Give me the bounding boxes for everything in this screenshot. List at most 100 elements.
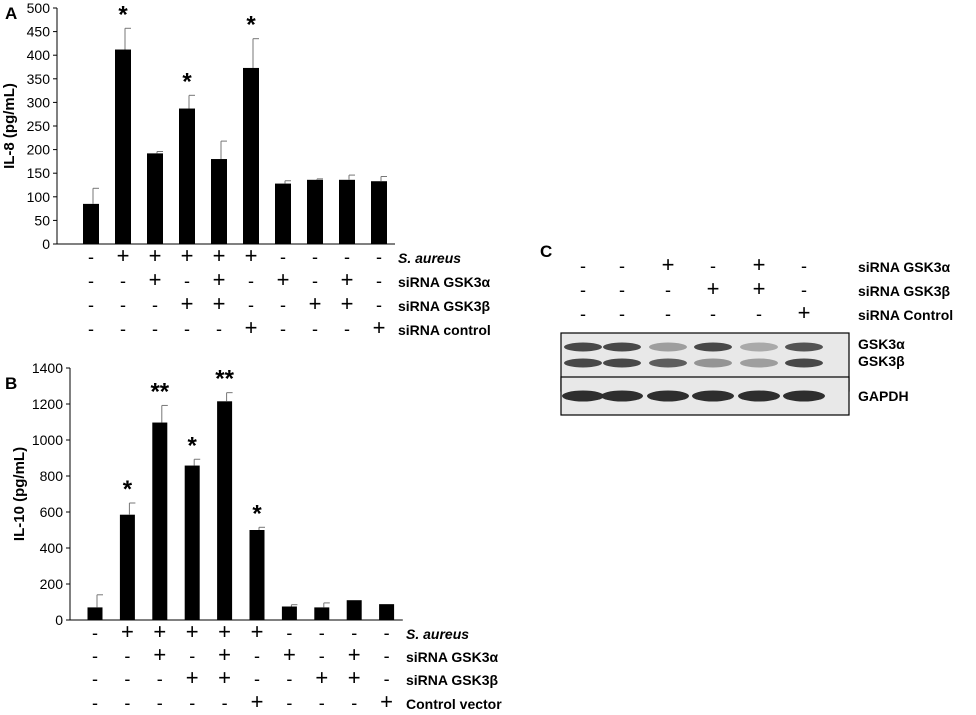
bar	[115, 49, 131, 245]
condition-mark: -	[665, 280, 671, 300]
panel-c-western-blot: C- - + - + - siRNA GSK3α- - - + + - siRNA GSK3β- - - - -…	[540, 242, 953, 416]
blot-band	[603, 358, 641, 368]
condition-mark: -	[280, 319, 286, 339]
significance-mark: **	[215, 366, 234, 393]
blot-band	[601, 390, 643, 402]
condition-mark: -	[222, 693, 228, 713]
condition-mark: +	[186, 665, 199, 690]
y-tick-label: 500	[27, 0, 51, 16]
condition-mark: -	[801, 280, 807, 300]
condition-mark: +	[798, 300, 811, 325]
bar	[179, 108, 195, 244]
condition-mark: -	[124, 669, 130, 689]
condition-mark: +	[753, 276, 766, 301]
condition-mark: +	[117, 243, 130, 268]
condition-mark: -	[189, 693, 195, 713]
panel-letter-b: B	[5, 374, 17, 393]
condition-mark: +	[283, 642, 296, 667]
condition-mark: +	[218, 642, 231, 667]
bar	[243, 67, 259, 244]
bar	[379, 604, 395, 620]
condition-mark: +	[213, 291, 226, 316]
condition-label: siRNA GSK3β	[406, 672, 499, 688]
blot-label: GSK3α	[858, 336, 905, 352]
blot-band	[740, 342, 778, 352]
condition-mark: -	[88, 271, 94, 291]
condition-label: siRNA GSK3β	[398, 298, 491, 314]
significance-mark: *	[118, 1, 128, 28]
condition-mark: -	[254, 669, 260, 689]
condition-label: siRNA GSK3α	[398, 274, 491, 290]
y-tick-label: 800	[40, 468, 64, 484]
condition-mark: -	[120, 295, 126, 315]
condition-mark: -	[319, 693, 325, 713]
condition-mark: -	[124, 646, 130, 666]
condition-mark: -	[216, 319, 222, 339]
condition-mark: -	[384, 669, 390, 689]
condition-mark: -	[580, 280, 586, 300]
condition-mark: -	[92, 693, 98, 713]
significance-mark: *	[246, 12, 256, 39]
condition-mark: -	[351, 693, 357, 713]
bar	[339, 179, 355, 244]
condition-mark: +	[251, 689, 264, 714]
bar	[371, 181, 387, 244]
condition-mark: -	[384, 623, 390, 643]
condition-mark: -	[248, 295, 254, 315]
y-tick-label: 400	[27, 47, 51, 63]
condition-mark: +	[373, 315, 386, 340]
condition-mark: +	[707, 276, 720, 301]
condition-mark: +	[277, 267, 290, 292]
condition-mark: +	[348, 665, 361, 690]
bar	[184, 465, 200, 620]
condition-mark: -	[88, 247, 94, 267]
condition-mark: -	[801, 256, 807, 276]
blot-label: GAPDH	[858, 388, 909, 404]
condition-label: siRNA GSK3α	[858, 259, 951, 275]
blot-label: GSK3β	[858, 353, 905, 369]
blot-band	[562, 390, 604, 402]
condition-mark: -	[384, 646, 390, 666]
condition-mark: -	[344, 247, 350, 267]
condition-mark: -	[120, 271, 126, 291]
y-tick-label: 100	[27, 189, 51, 205]
y-tick-label: 600	[40, 504, 64, 520]
blot-band	[692, 390, 734, 402]
y-tick-label: 0	[42, 236, 50, 252]
significance-mark: *	[182, 68, 192, 95]
y-tick-label: 450	[27, 24, 51, 40]
blot-band	[694, 342, 732, 352]
condition-mark: +	[218, 619, 231, 644]
y-tick-label: 50	[34, 212, 50, 228]
significance-mark: *	[252, 500, 262, 527]
condition-mark: +	[153, 642, 166, 667]
condition-mark: +	[149, 267, 162, 292]
bar	[211, 159, 227, 244]
condition-mark: -	[619, 280, 625, 300]
bar	[249, 530, 265, 620]
condition-mark: +	[186, 619, 199, 644]
condition-mark: +	[149, 243, 162, 268]
condition-label: siRNA GSK3β	[858, 283, 951, 299]
condition-mark: -	[124, 693, 130, 713]
condition-mark: -	[280, 295, 286, 315]
y-tick-label: 250	[27, 118, 51, 134]
condition-mark: -	[580, 304, 586, 324]
condition-mark: +	[753, 252, 766, 277]
condition-mark: -	[344, 319, 350, 339]
condition-mark: -	[280, 247, 286, 267]
condition-mark: +	[348, 642, 361, 667]
condition-label: S. aureus	[398, 250, 461, 266]
y-tick-label: 200	[40, 576, 64, 592]
bar	[147, 153, 163, 244]
condition-mark: +	[213, 267, 226, 292]
condition-mark: +	[181, 243, 194, 268]
significance-mark: **	[150, 378, 169, 405]
condition-mark: -	[88, 319, 94, 339]
condition-mark: -	[152, 319, 158, 339]
y-tick-label: 1000	[32, 432, 63, 448]
condition-mark: -	[92, 669, 98, 689]
bar	[314, 607, 330, 620]
condition-label: siRNA control	[398, 322, 491, 338]
